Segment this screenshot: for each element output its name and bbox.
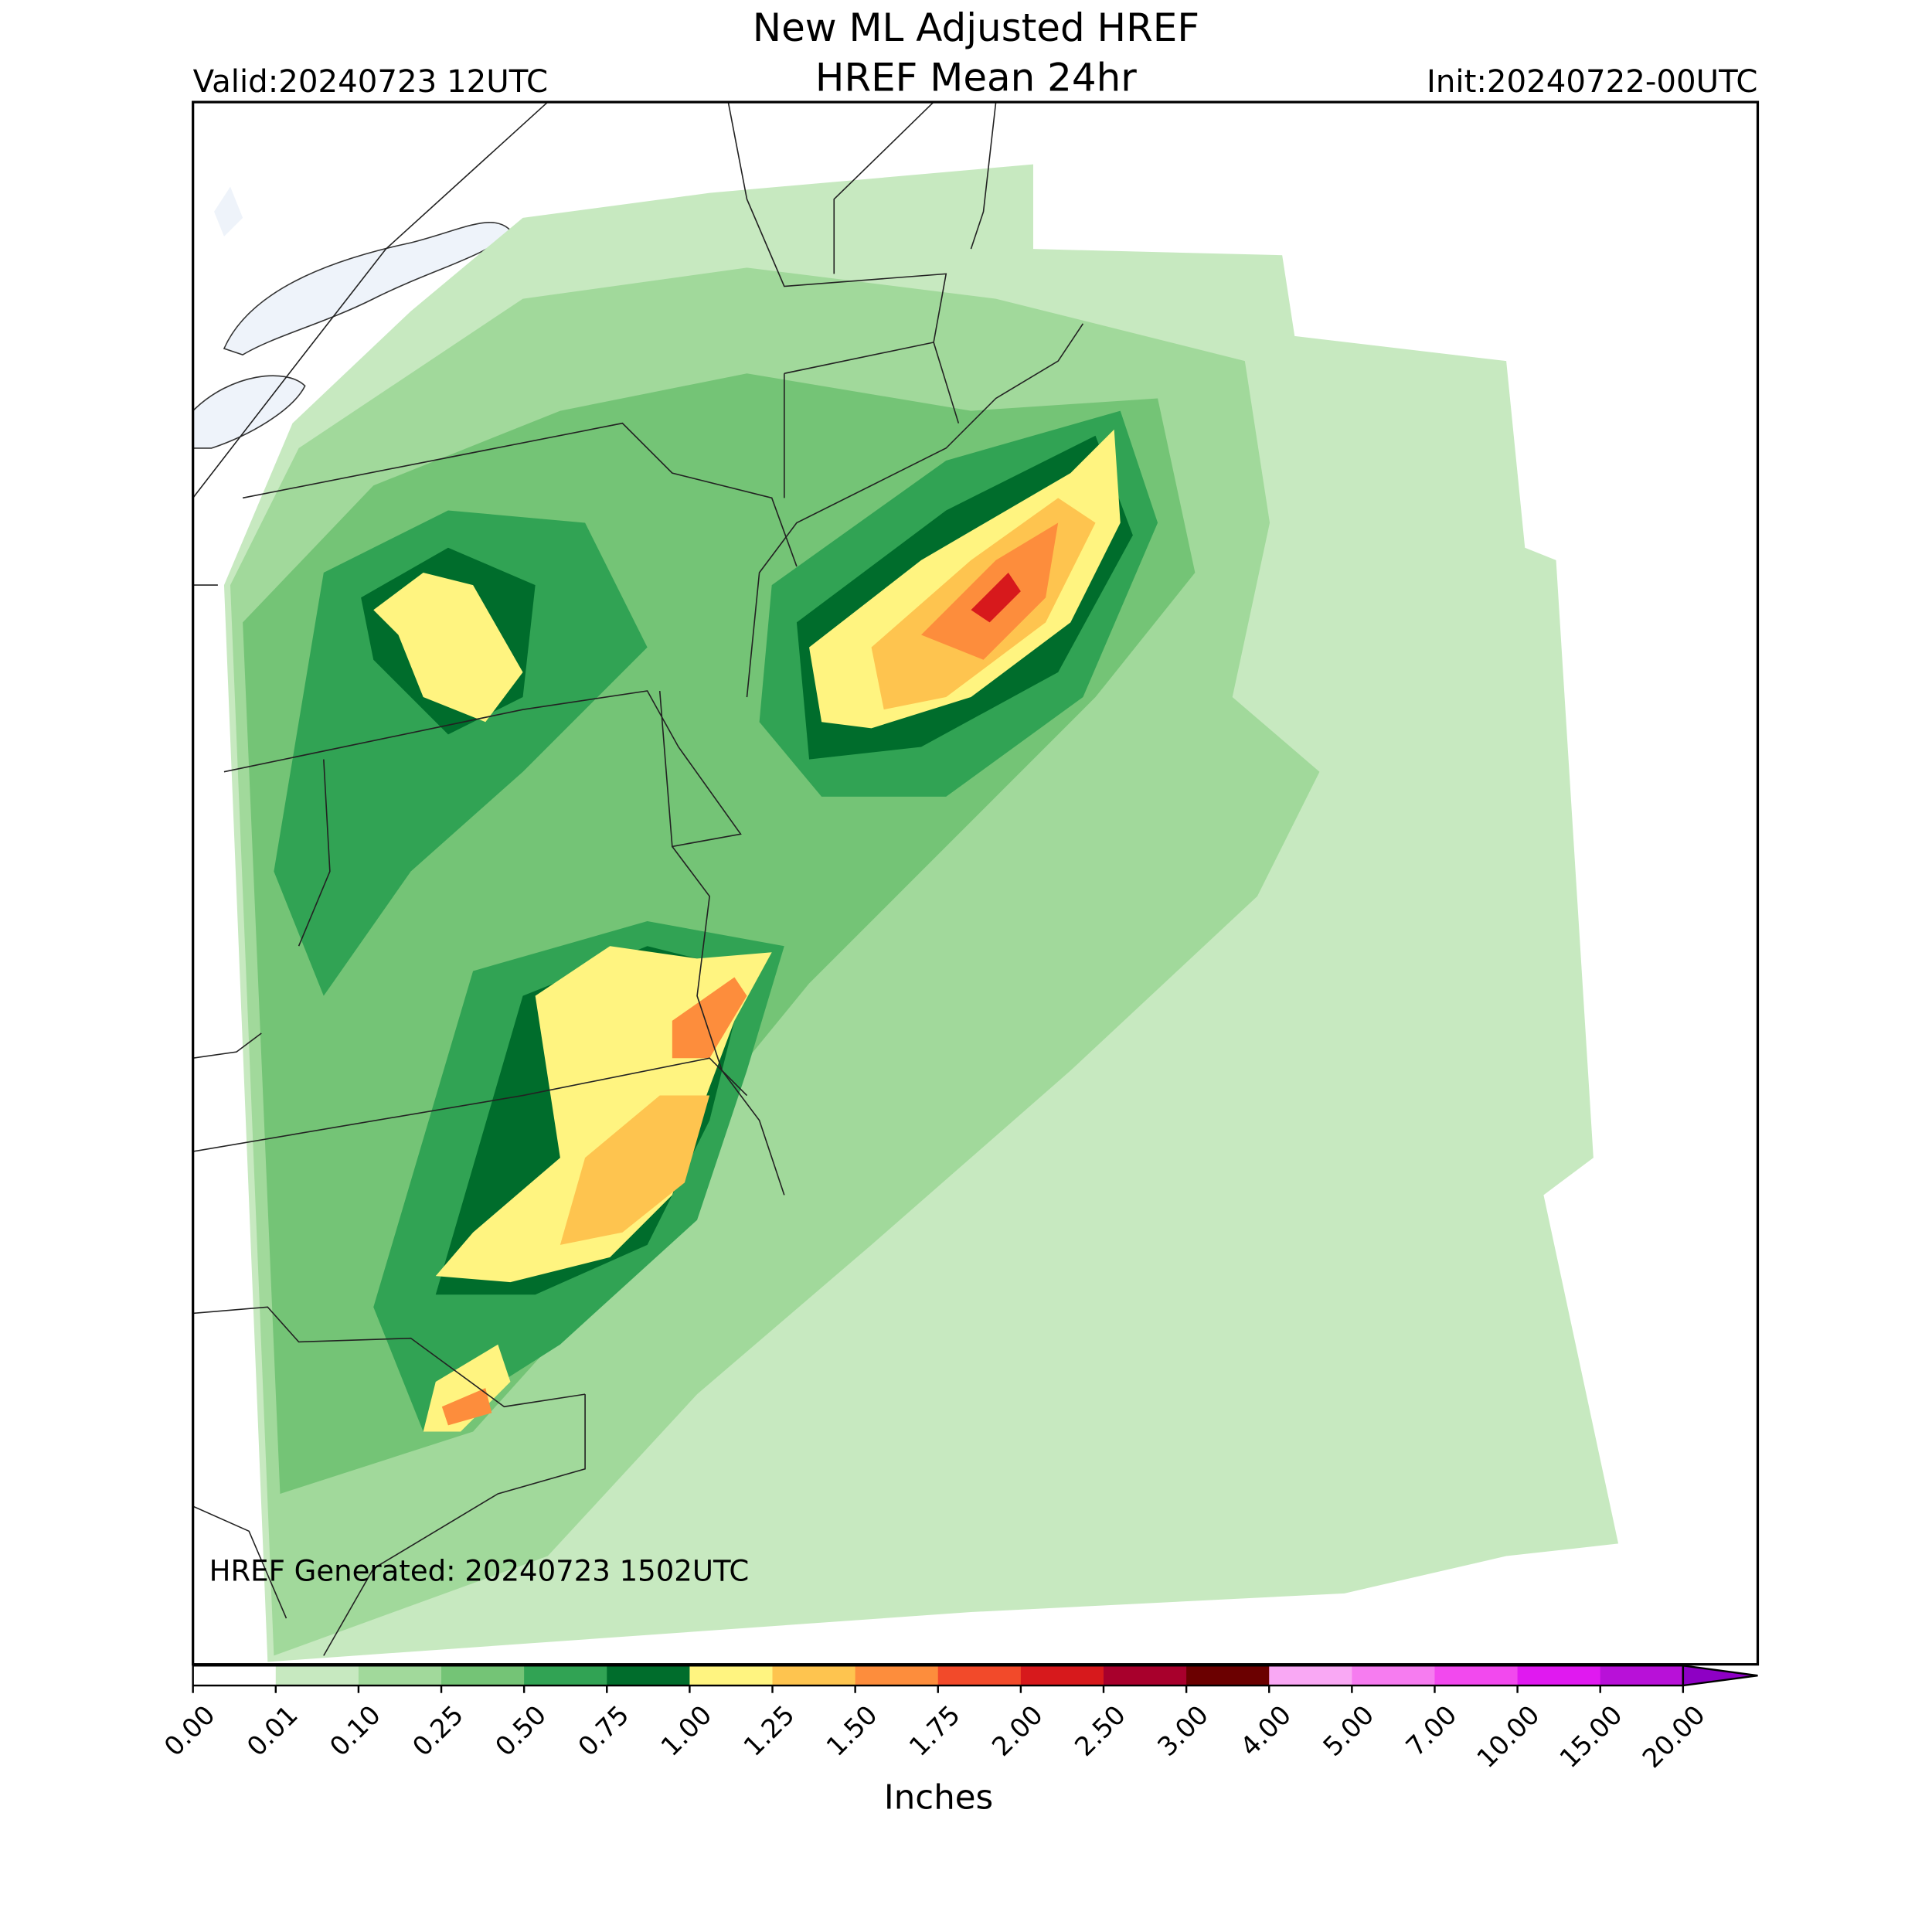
colorbar-tick-label: 15.00 bbox=[1554, 1699, 1628, 1774]
colorbar-tick-label: 7.00 bbox=[1400, 1699, 1463, 1762]
precip-0.50 bbox=[274, 510, 648, 996]
colorbar-bin bbox=[441, 1665, 525, 1686]
colorbar-tick-label: 1.50 bbox=[821, 1699, 883, 1762]
colorbar-tick-label: 0.00 bbox=[158, 1699, 221, 1762]
colorbar-extension bbox=[1682, 1664, 1758, 1687]
precip-2.00 bbox=[971, 572, 1021, 623]
colorbar-bin bbox=[1517, 1665, 1601, 1686]
colorbar-bin bbox=[937, 1665, 1022, 1686]
lake bbox=[192, 375, 306, 449]
colorbar-bin bbox=[1352, 1665, 1436, 1686]
precip-1.50 bbox=[441, 1388, 492, 1426]
init-time: Init:20240722-00UTC bbox=[1427, 64, 1757, 100]
map-frame bbox=[192, 100, 1760, 1666]
subtitle: HREF Mean 24hr bbox=[815, 56, 1137, 100]
colorbar-tick-label: 0.01 bbox=[241, 1699, 304, 1762]
colorbar-tick-label: 0.75 bbox=[573, 1699, 635, 1762]
precip-1.50 bbox=[921, 522, 1059, 660]
colorbar-bin bbox=[1600, 1665, 1684, 1686]
colorbar-bin bbox=[275, 1665, 359, 1686]
map: HREF Generated: 20240723 1502UTC bbox=[192, 100, 1760, 1666]
colorbar-tick-label: 0.25 bbox=[406, 1699, 469, 1762]
colorbar-tick-label: 5.00 bbox=[1318, 1699, 1380, 1762]
colorbar-bin bbox=[192, 1665, 277, 1686]
colorbar-tick-label: 1.25 bbox=[738, 1699, 801, 1762]
colorbar-bin bbox=[524, 1665, 608, 1686]
colorbar-tick-label: 2.50 bbox=[1069, 1699, 1131, 1762]
colorbar-bin bbox=[1269, 1665, 1353, 1686]
colorbar-tick-label: 20.00 bbox=[1637, 1699, 1711, 1774]
precip-1.25 bbox=[560, 1095, 710, 1245]
title: New ML Adjusted HREF bbox=[753, 5, 1199, 50]
colorbar: 0.00 0.01 0.10 0.25 0.50 0.75 1.00 1.25 1.50 1.75… bbox=[158, 1664, 1758, 1774]
colorbar-tick-label: 4.00 bbox=[1234, 1699, 1297, 1762]
colorbar-tick-label: 0.50 bbox=[489, 1699, 552, 1762]
colorbar-tick-label: 3.00 bbox=[1151, 1699, 1214, 1762]
colorbar-bin bbox=[1186, 1665, 1270, 1686]
valid-time: Valid:20240723 12UTC bbox=[193, 64, 548, 100]
colorbar-tick-label: 1.75 bbox=[903, 1699, 966, 1762]
colorbar-bin bbox=[689, 1665, 774, 1686]
colorbar-bin bbox=[1103, 1665, 1187, 1686]
colorbar-tick-label: 0.10 bbox=[324, 1699, 386, 1762]
state-borders bbox=[192, 102, 1084, 1656]
colorbar-label: Inches bbox=[884, 1779, 993, 1818]
colorbar-bin bbox=[772, 1665, 856, 1686]
colorbar-bin bbox=[1434, 1665, 1519, 1686]
precip-1.50 bbox=[672, 977, 747, 1059]
generated-note: HREF Generated: 20240723 1502UTC bbox=[209, 1555, 750, 1588]
colorbar-tick-label: 2.00 bbox=[986, 1699, 1049, 1762]
colorbar-bin bbox=[855, 1665, 939, 1686]
lake bbox=[214, 186, 243, 237]
colorbar-bin bbox=[358, 1665, 442, 1686]
colorbar-bin bbox=[1020, 1665, 1104, 1686]
colorbar-bin bbox=[607, 1665, 691, 1686]
colorbar-tick-label: 1.00 bbox=[655, 1699, 718, 1762]
colorbar-tick-label: 10.00 bbox=[1471, 1699, 1546, 1774]
precip-1.00 bbox=[373, 572, 523, 723]
